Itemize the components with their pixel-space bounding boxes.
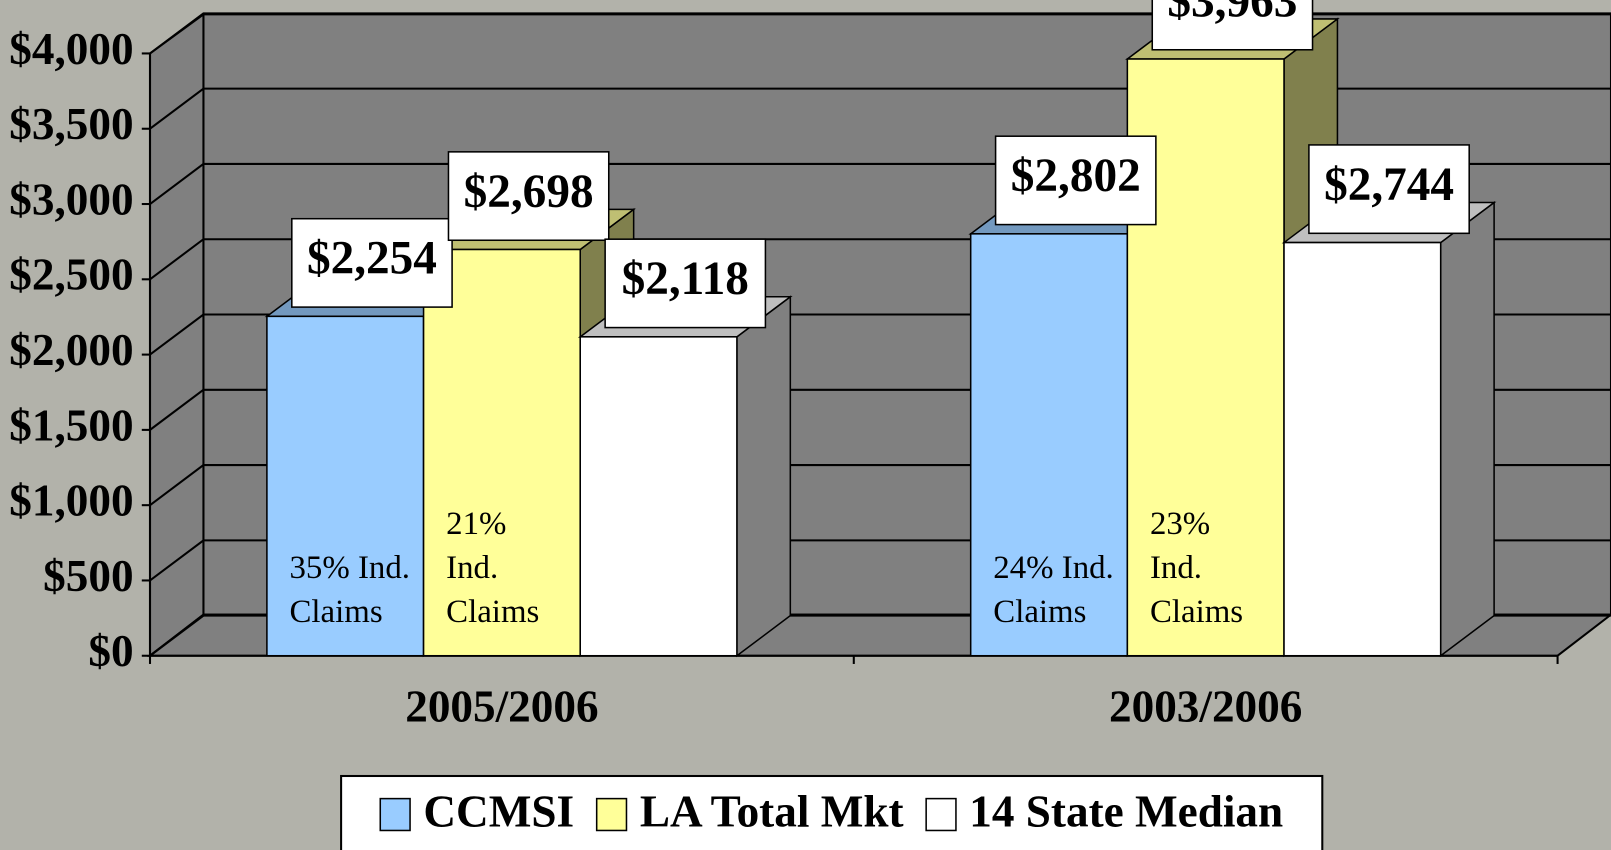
value-label: $3,963 bbox=[1167, 0, 1297, 27]
y-tick-label: $3,500 bbox=[9, 99, 133, 149]
y-tick-label: $500 bbox=[43, 551, 133, 601]
value-label-box bbox=[1151, 0, 1314, 51]
x-tick-label: 2005/2006 bbox=[405, 682, 598, 732]
legend-swatch bbox=[379, 797, 411, 832]
y-tick-label: $1,000 bbox=[9, 476, 133, 526]
legend bbox=[340, 774, 1324, 850]
value-label: $2,698 bbox=[464, 166, 594, 218]
bar-front bbox=[579, 336, 738, 657]
y-tick-label: $2,000 bbox=[9, 325, 133, 375]
value-label-box bbox=[1308, 144, 1470, 235]
legend-label: LA Total Mkt bbox=[640, 786, 904, 836]
annotation: Claims bbox=[993, 594, 1086, 630]
annotation: Ind. bbox=[446, 550, 498, 586]
grid-line bbox=[149, 12, 1611, 55]
value-label-box bbox=[291, 217, 453, 308]
legend-label: CCMSI bbox=[423, 786, 574, 836]
annotation: Claims bbox=[290, 594, 383, 630]
legend-swatch bbox=[925, 797, 957, 832]
value-label: $2,744 bbox=[1324, 159, 1454, 211]
value-label: $2,118 bbox=[622, 253, 749, 305]
y-tick-label: $4,000 bbox=[9, 24, 133, 74]
bar-front bbox=[1283, 241, 1442, 657]
bar-front bbox=[969, 233, 1129, 657]
legend-label: 14 State Median bbox=[969, 786, 1283, 836]
bar bbox=[577, 295, 793, 658]
y-tick-label: $0 bbox=[88, 626, 133, 676]
y-tick-label: $1,500 bbox=[9, 400, 133, 450]
bar bbox=[1281, 200, 1497, 658]
annotation: 23% bbox=[1150, 506, 1210, 542]
annotation: Ind. bbox=[1150, 550, 1202, 586]
legend-swatch bbox=[595, 797, 628, 832]
value-label: $2,254 bbox=[307, 233, 437, 285]
y-tick-label: $2,500 bbox=[9, 250, 133, 300]
bar-side bbox=[736, 295, 792, 658]
annotation: Claims bbox=[1150, 594, 1243, 630]
value-label-box bbox=[994, 135, 1157, 226]
legend-items: CCMSI LA Total Mkt 14 State Median bbox=[379, 786, 1283, 836]
bar-front bbox=[422, 248, 581, 657]
value-label-box bbox=[447, 151, 610, 242]
annotation: Claims bbox=[446, 594, 539, 630]
y-tick-label: $3,000 bbox=[9, 174, 133, 224]
x-tick-label: 2003/2006 bbox=[1109, 682, 1302, 732]
value-label-box bbox=[604, 238, 767, 329]
annotation: 24% Ind. bbox=[993, 550, 1114, 586]
annotation: 35% Ind. bbox=[290, 550, 411, 586]
annotation: 21% bbox=[446, 506, 506, 542]
bar-side bbox=[1439, 200, 1495, 658]
bar-front bbox=[266, 315, 425, 657]
value-label: $2,802 bbox=[1011, 150, 1141, 202]
